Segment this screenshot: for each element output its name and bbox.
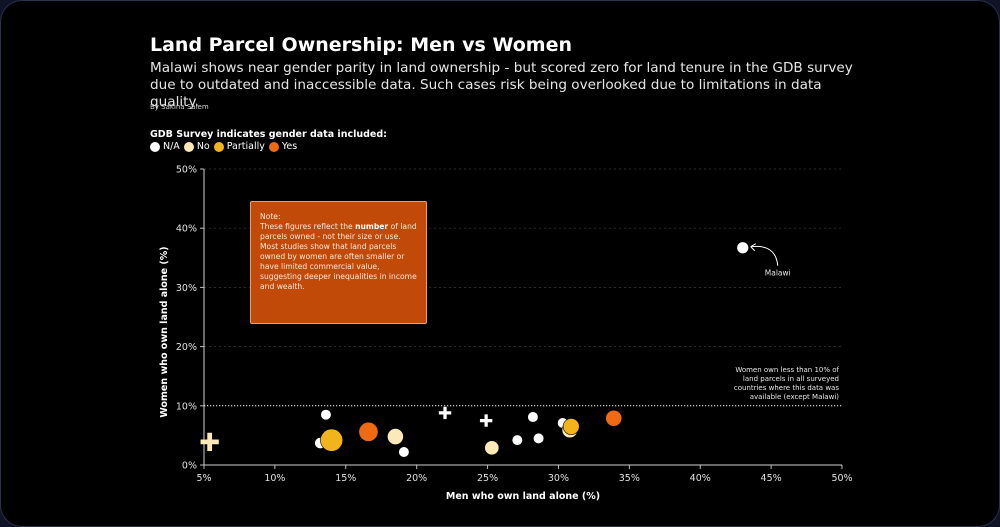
malawi-label: Malawi bbox=[765, 269, 791, 278]
x-tick-label: 15% bbox=[335, 473, 356, 484]
data-point bbox=[527, 411, 539, 423]
y-axis-label: Women who own land alone (%) bbox=[159, 246, 170, 417]
data-point bbox=[533, 432, 545, 444]
malawi-arrow bbox=[750, 245, 779, 266]
data-point bbox=[320, 428, 344, 452]
y-tick-label: 30% bbox=[176, 283, 197, 294]
legend-swatch-partially bbox=[213, 141, 224, 152]
y-tick-label: 20% bbox=[176, 342, 197, 353]
data-point bbox=[562, 418, 580, 435]
data-point bbox=[398, 446, 410, 458]
legend-title: GDB Survey indicates gender data include… bbox=[150, 129, 387, 140]
x-tick-label: 40% bbox=[690, 473, 711, 484]
data-point bbox=[511, 434, 523, 446]
malawi-arrowhead bbox=[750, 243, 757, 252]
legend-swatch-yes bbox=[268, 141, 279, 152]
note-text-1-pre: These figures reflect the bbox=[260, 222, 356, 231]
subtitle: Malawi shows near gender parity in land … bbox=[150, 60, 853, 110]
legend-item-yes: Yes bbox=[268, 141, 298, 152]
legend-label-na: N/A bbox=[163, 141, 180, 152]
legend-label-yes: Yes bbox=[281, 141, 298, 152]
x-tick-label: 20% bbox=[406, 473, 427, 484]
legend-label-no: No bbox=[196, 141, 210, 152]
data-point bbox=[387, 428, 404, 445]
legend-swatch-na bbox=[150, 141, 160, 152]
y-tick-label: 40% bbox=[176, 224, 197, 235]
data-point bbox=[358, 421, 379, 442]
x-tick-label: 45% bbox=[761, 473, 782, 484]
legend-item-na: N/A bbox=[150, 141, 180, 152]
note-text-2: Most studies show that land parcels owne… bbox=[260, 242, 417, 291]
legend-label-partially: Partially bbox=[226, 141, 265, 152]
note-box: Note: These figures reflect the number o… bbox=[250, 201, 427, 324]
y-tick-label: 10% bbox=[176, 401, 197, 412]
data-point bbox=[605, 409, 623, 427]
x-tick-label: 25% bbox=[477, 473, 498, 484]
x-tick-label: 5% bbox=[196, 473, 211, 484]
data-point-cross bbox=[438, 406, 452, 420]
legend: N/A No Partially Yes bbox=[150, 141, 301, 152]
legend-item-partially: Partially bbox=[213, 141, 265, 152]
note-text-1: These figures reflect the number of land… bbox=[260, 222, 418, 242]
threshold-annotation-line: land parcels in all surveyed bbox=[743, 375, 839, 383]
note-text-1-bold: number bbox=[355, 222, 389, 231]
x-tick-label: 50% bbox=[831, 473, 852, 484]
x-tick-label: 35% bbox=[619, 473, 640, 484]
threshold-annotation-line: countries where this data was bbox=[734, 384, 839, 392]
legend-item-no: No bbox=[183, 141, 210, 152]
note-label: Note: bbox=[260, 212, 281, 221]
threshold-annotation-line: available (except Malawi) bbox=[750, 393, 840, 401]
data-point bbox=[484, 440, 500, 456]
data-point-cross bbox=[479, 414, 493, 427]
y-tick-label: 50% bbox=[176, 165, 197, 176]
data-point bbox=[736, 241, 749, 254]
x-tick-label: 10% bbox=[264, 473, 285, 484]
data-point bbox=[320, 409, 332, 421]
data-point-cross bbox=[200, 432, 219, 452]
x-axis-label: Men who own land alone (%) bbox=[446, 491, 600, 502]
byline: By Sakina Salem bbox=[150, 103, 209, 111]
page-title: Land Parcel Ownership: Men vs Women bbox=[150, 34, 572, 56]
threshold-annotation-line: Women own less than 10% of bbox=[735, 366, 839, 374]
y-tick-label: 0% bbox=[182, 461, 197, 472]
legend-swatch-no bbox=[183, 141, 194, 152]
note-text-1-post: of land parcels owned - not their size o… bbox=[260, 222, 417, 241]
x-tick-label: 30% bbox=[548, 473, 569, 484]
